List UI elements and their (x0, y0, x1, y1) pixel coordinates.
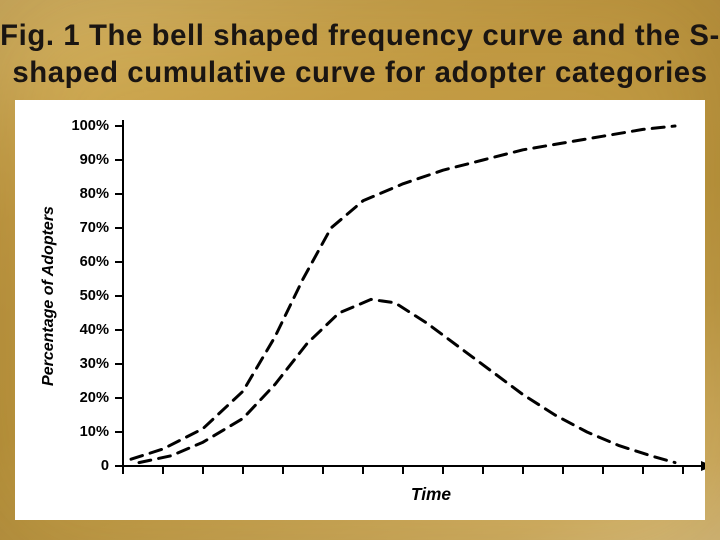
svg-text:Time: Time (411, 484, 451, 504)
svg-text:100%: 100% (72, 118, 110, 134)
adopter-chart: 0 10% 20% 30% 40% 50% 60% 70% 80% 90% 100% Percenta… (15, 100, 705, 520)
title-line-1: Fig. 1 The bell shaped frequency curve a… (0, 18, 720, 55)
chart-area: 0 10% 20% 30% 40% 50% 60% 70% 80% 90% 100% Percenta… (15, 100, 705, 520)
svg-text:40%: 40% (80, 322, 109, 338)
svg-text:70%: 70% (80, 220, 109, 236)
svg-text:80%: 80% (80, 186, 109, 202)
slide-background: Fig. 1 The bell shaped frequency curve a… (0, 0, 720, 540)
svg-text:50%: 50% (80, 288, 109, 304)
title-line-2: shaped cumulative curve for adopter cate… (0, 55, 720, 92)
svg-text:Percentage of Adopters: Percentage of Adopters (40, 206, 57, 386)
figure-title: Fig. 1 The bell shaped frequency curve a… (0, 18, 720, 91)
svg-text:10%: 10% (80, 424, 109, 440)
svg-text:90%: 90% (80, 152, 109, 168)
svg-text:60%: 60% (80, 254, 109, 270)
svg-text:30%: 30% (80, 356, 109, 372)
svg-text:20%: 20% (80, 390, 109, 406)
svg-text:0: 0 (101, 458, 109, 474)
